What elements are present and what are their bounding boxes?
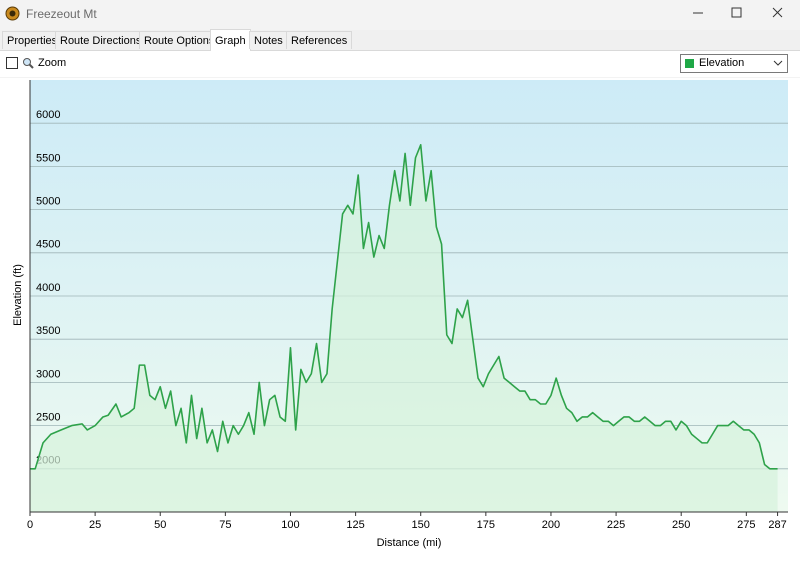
tab[interactable]: Graph (210, 29, 251, 51)
zoom-icon (23, 58, 31, 66)
tab[interactable]: Route Options (139, 31, 220, 49)
elevation-line (30, 144, 778, 470)
title-bar: Freezeout Mt (0, 0, 800, 28)
zoom-checkbox[interactable] (6, 57, 18, 69)
tab[interactable]: Notes (249, 31, 288, 49)
y-tick-label: 5000 (36, 196, 60, 208)
x-tick-label: 200 (542, 519, 560, 531)
y-tick-label: 4000 (36, 282, 60, 294)
x-tick-label: 175 (477, 519, 495, 531)
x-tick-label: 100 (281, 519, 299, 531)
tab[interactable]: Properties (2, 31, 63, 49)
x-tick-label: 50 (154, 519, 166, 531)
y-tick-label: 5500 (36, 152, 60, 164)
x-tick-label: 0 (27, 519, 33, 531)
toolbar: Zoom Elevation (0, 51, 800, 77)
dropdown-arrow (773, 60, 783, 66)
zoom-controls (6, 57, 34, 69)
zoom-label[interactable]: Zoom (38, 57, 67, 69)
y-tick-label: 6000 (36, 109, 60, 121)
y-tick-label: 2500 (36, 412, 60, 424)
window-title: Freezeout Mt (26, 7, 97, 21)
tab-strip: Properties Route Directions Route Option… (0, 29, 800, 51)
x-tick-label: 225 (607, 519, 625, 531)
window-controls (693, 7, 783, 18)
x-tick-label: 125 (346, 519, 364, 531)
color-swatch (685, 59, 694, 68)
maximize-button[interactable] (731, 7, 742, 18)
tab[interactable]: References (286, 31, 353, 49)
x-tick-label: 75 (219, 519, 231, 531)
area-fill (30, 144, 778, 513)
y-tick-label: 3000 (36, 368, 60, 380)
y-axis-label: Elevation (ft) (12, 264, 24, 326)
y-tick-label: 4500 (36, 239, 60, 251)
x-axis-label: Distance (mi) (377, 537, 442, 549)
tab[interactable]: Route Directions (55, 31, 147, 49)
x-tick-label: 250 (672, 519, 690, 531)
close-button[interactable] (772, 7, 783, 18)
chart: Distance (mi) Elevation (ft) 200 0 2500 300… (0, 78, 800, 561)
x-tick-label: 275 (737, 519, 755, 531)
metric-dropdown[interactable]: Elevation (680, 54, 788, 73)
x-tick-label: 287 (768, 519, 786, 531)
x-tick-label: 150 (412, 519, 430, 531)
x-tick-label: 25 (89, 519, 101, 531)
app-icon (5, 6, 20, 21)
dropdown-value: Elevation (699, 57, 745, 69)
y-tick-label: 3500 (36, 325, 60, 337)
